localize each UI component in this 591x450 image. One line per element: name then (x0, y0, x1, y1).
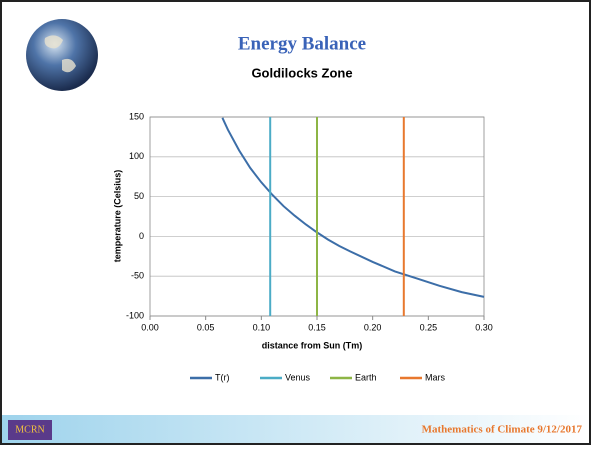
footer-bar (2, 415, 589, 443)
x-axis-title: distance from Sun (Tm) (262, 340, 363, 350)
x-tick-label: 0.30 (475, 322, 493, 332)
legend-label: Mars (425, 372, 445, 382)
x-tick-label: 0.00 (141, 322, 159, 332)
y-tick-label: -50 (131, 271, 144, 281)
legend-label: T(r) (215, 372, 230, 382)
footer-text: Mathematics of Climate 9/12/2017 (422, 424, 583, 436)
logo: MCRN (15, 424, 44, 435)
y-tick-label: 100 (129, 151, 144, 161)
y-tick-label: 50 (134, 191, 144, 201)
earth-image (26, 19, 98, 91)
y-tick-label: -100 (126, 310, 144, 320)
legend-label: Earth (355, 372, 377, 382)
slide-subtitle: Goldilocks Zone (251, 65, 352, 80)
x-tick-label: 0.15 (308, 322, 326, 332)
y-tick-label: 0 (139, 231, 144, 241)
slide-title: Energy Balance (238, 33, 366, 54)
y-tick-label: 150 (129, 111, 144, 121)
x-tick-label: 0.10 (253, 322, 271, 332)
x-tick-label: 0.25 (420, 322, 438, 332)
x-tick-label: 0.20 (364, 322, 382, 332)
y-axis-title: temperature (Celsius) (112, 170, 122, 263)
legend-label: Venus (285, 372, 311, 382)
x-tick-label: 0.05 (197, 322, 215, 332)
logo-box (8, 420, 52, 440)
